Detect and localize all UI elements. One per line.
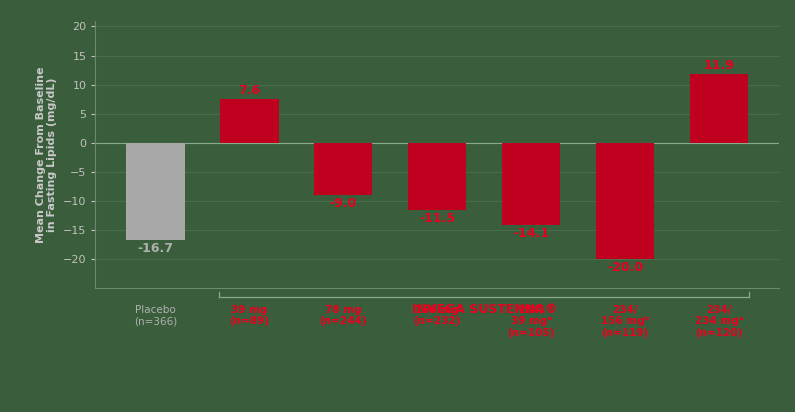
Text: 11.9: 11.9 [704, 59, 735, 72]
Bar [690, 74, 748, 143]
Y-axis label: Mean Change From Baseline
in Fasting Lipids (mg/dL): Mean Change From Baseline in Fasting Lip… [36, 66, 57, 243]
Text: -11.5: -11.5 [419, 212, 456, 225]
Text: 156 mg
(n=232): 156 mg (n=232) [413, 305, 461, 326]
Text: 234/
39 mgᵃ
(n=105): 234/ 39 mgᵃ (n=105) [507, 305, 555, 338]
Bar [596, 143, 654, 259]
Text: 39 mg
(n=89): 39 mg (n=89) [230, 305, 270, 326]
Text: 78 mg
(n=244): 78 mg (n=244) [320, 305, 367, 326]
Bar [314, 143, 373, 195]
Text: 234/
156 mgᵇ
(n=119): 234/ 156 mgᵇ (n=119) [601, 305, 650, 338]
Text: Placebo
(n=366): Placebo (n=366) [134, 305, 177, 326]
Bar [502, 143, 560, 225]
Text: -14.1: -14.1 [513, 227, 549, 240]
Bar [126, 143, 184, 240]
Text: INVEGA SUSTENNA®: INVEGA SUSTENNA® [412, 303, 556, 316]
Text: 7.6: 7.6 [238, 84, 261, 96]
Text: -9.0: -9.0 [330, 197, 357, 210]
Text: -16.7: -16.7 [138, 242, 173, 255]
Text: -20.0: -20.0 [607, 261, 643, 274]
Bar [408, 143, 467, 210]
Bar [220, 98, 278, 143]
Text: 234/
234 mgᵃ
(n=120): 234/ 234 mgᵃ (n=120) [695, 305, 743, 338]
